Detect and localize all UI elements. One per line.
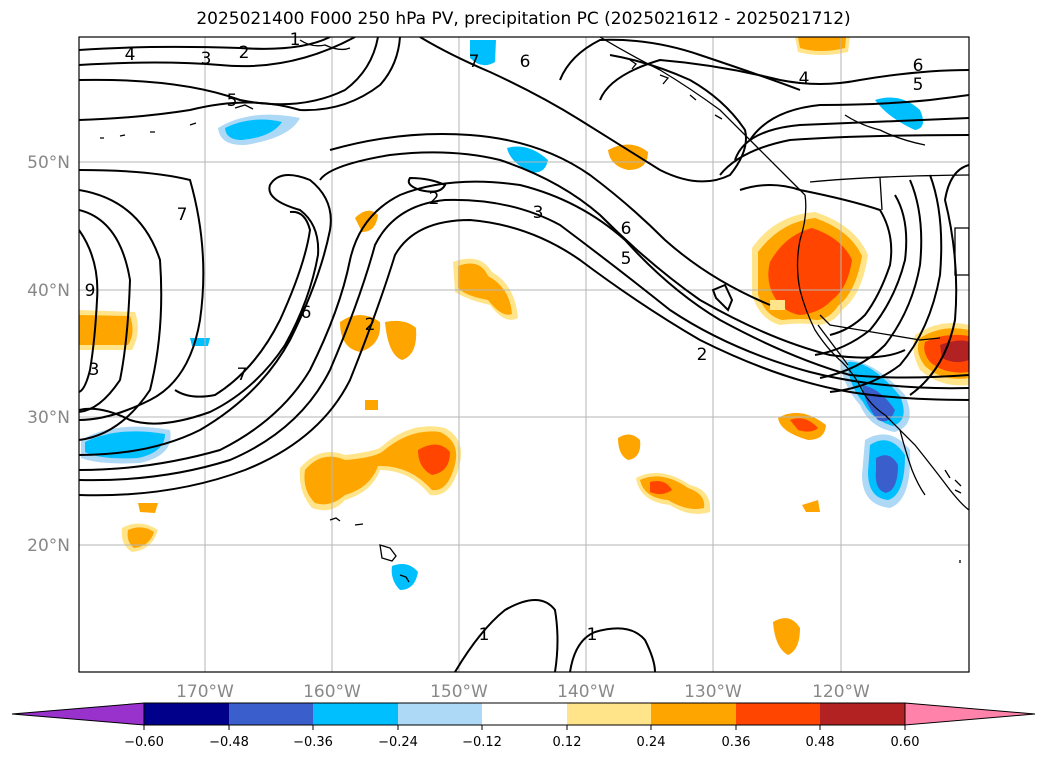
contour-label: 7 [177, 205, 188, 225]
colorbar-label: −0.36 [293, 735, 333, 750]
colorbar-segment [567, 703, 651, 725]
colorbar-label: −0.24 [378, 735, 418, 750]
colorbar-high-extend [904, 702, 1036, 726]
colorbar-segment [651, 703, 736, 725]
contour-label: 1 [479, 625, 490, 645]
lat-label: 40°N [27, 281, 70, 301]
neg-area [507, 146, 548, 173]
lon-label: 160°W [303, 682, 361, 702]
pos-area [768, 228, 852, 315]
contour-label: 1 [290, 30, 301, 50]
pos-area [618, 434, 641, 460]
lon-label: 170°W [176, 682, 234, 702]
neg-area [875, 97, 924, 130]
pos-area [650, 481, 672, 495]
contour-label: 5 [913, 75, 924, 95]
contour-label: 3 [89, 360, 100, 380]
map-frame [78, 36, 970, 673]
colorbar-label: −0.60 [124, 735, 164, 750]
neg-area [85, 431, 165, 459]
contour-label: 7 [237, 365, 248, 385]
lon-axis-labels: 170°W 160°W 150°W 140°W 130°W 120°W [176, 682, 870, 702]
colorbar-label: 0.24 [637, 735, 666, 750]
colorbar-label: 0.60 [891, 735, 920, 750]
lat-label: 50°N [27, 153, 70, 173]
colorbar-segment [736, 703, 820, 725]
contour-label: 7 [469, 52, 480, 72]
colorbar-label: −0.12 [462, 735, 502, 750]
pos-area [340, 315, 381, 352]
colorbar: −0.60 −0.48 −0.36 −0.24 −0.12 0.12 0.24 … [11, 702, 1036, 750]
precip-shading [79, 37, 969, 655]
contour-label: 5 [227, 91, 238, 111]
pos-area [79, 315, 133, 345]
lon-label: 140°W [557, 682, 615, 702]
colorbar-segment [482, 703, 567, 725]
map-title: 2025021400 F000 250 hPa PV, precipitatio… [196, 9, 851, 29]
pos-area [802, 500, 820, 512]
lat-axis-labels: 20°N 30°N 40°N 50°N [27, 153, 70, 556]
colorbar-label: 0.12 [553, 735, 582, 750]
gridlines [79, 37, 969, 672]
contour-label: 4 [125, 45, 136, 65]
neg-area [875, 455, 898, 493]
contour-label: 3 [201, 49, 212, 69]
contour-labels: 4 3 2 1 5 6 7 2 3 6 5 2 7 9 6 7 3 2 4 5 … [85, 30, 924, 645]
pos-area [418, 444, 450, 475]
colorbar-segment [313, 703, 398, 725]
pos-area [798, 37, 846, 51]
colorbar-label: 0.36 [722, 735, 751, 750]
pos-area [458, 263, 512, 315]
pv-contours [79, 37, 969, 672]
contour-label: 1 [587, 625, 598, 645]
colorbar-label: −0.48 [209, 735, 249, 750]
lon-label: 130°W [684, 682, 742, 702]
contour-label: 2 [697, 345, 708, 365]
contour-label: 4 [799, 69, 810, 89]
pos-area [138, 503, 158, 513]
colorbar-segment [820, 703, 905, 725]
contour-label: 6 [913, 56, 924, 76]
pos-area [385, 320, 417, 360]
contour-label: 3 [533, 203, 544, 223]
pos-area [770, 300, 785, 310]
contour-label: 2 [239, 43, 250, 63]
contour-label: 6 [520, 52, 531, 72]
pos-area [773, 618, 800, 655]
pos-area [365, 400, 378, 410]
contour-label: 5 [621, 249, 632, 269]
neg-area [470, 40, 496, 66]
pos-area [304, 431, 457, 505]
colorbar-frame [143, 702, 906, 726]
pos-area [608, 144, 648, 170]
contour-label: 2 [365, 315, 376, 335]
colorbar-label: 0.48 [806, 735, 835, 750]
lat-label: 30°N [27, 408, 70, 428]
colorbar-low-extend [11, 702, 145, 726]
pos-area [127, 527, 154, 548]
lat-label: 20°N [27, 536, 70, 556]
contour-label: 9 [85, 281, 96, 301]
contour-label: 2 [429, 189, 440, 209]
contour-label: 6 [621, 219, 632, 239]
contour-label: 6 [301, 303, 312, 323]
colorbar-segment [229, 703, 313, 725]
neg-area [225, 119, 282, 140]
colorbar-segment [144, 703, 229, 725]
colorbar-segment [398, 703, 482, 725]
lon-label: 150°W [430, 682, 488, 702]
lon-label: 120°W [812, 682, 870, 702]
pos-area [790, 418, 818, 432]
